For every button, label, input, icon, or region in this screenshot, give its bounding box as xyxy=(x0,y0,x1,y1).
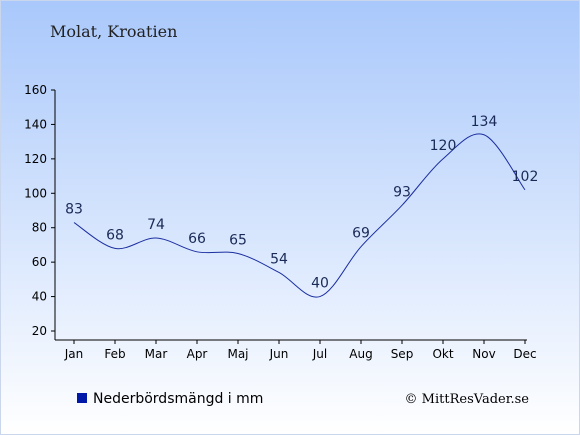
y-tick-label: 120 xyxy=(24,152,47,166)
x-tick-label-jun: Jun xyxy=(269,347,289,361)
data-label-dec: 102 xyxy=(512,169,539,185)
legend: Nederbördsmängd i mm xyxy=(77,391,263,407)
x-tick-label-sep: Sep xyxy=(391,347,414,361)
series-line-layer xyxy=(73,133,526,298)
y-tick-label: 160 xyxy=(24,83,47,97)
x-tick-label-dec: Dec xyxy=(513,347,536,361)
data-label-jun: 54 xyxy=(270,251,288,267)
data-label-feb: 68 xyxy=(106,227,124,243)
data-label-aug: 69 xyxy=(352,226,370,242)
data-label-apr: 66 xyxy=(188,231,206,247)
x-tick-label-aug: Aug xyxy=(349,347,372,361)
legend-label: Nederbördsmängd i mm xyxy=(93,391,263,407)
data-label-jul: 40 xyxy=(311,276,329,292)
y-tick-label: 60 xyxy=(32,255,47,269)
x-tick-label-mar: Mar xyxy=(145,347,168,361)
data-label-nov: 134 xyxy=(471,114,498,130)
data-label-sep: 93 xyxy=(393,184,411,200)
x-tick-label-jul: Jul xyxy=(312,347,327,361)
y-tick-label: 100 xyxy=(24,186,47,200)
y-tick-label: 20 xyxy=(32,324,47,338)
y-tick-label: 80 xyxy=(32,221,47,235)
axes: 20 40 60 80 100 120 140 160 Jan Feb Mar Apr Maj Jun Ju… xyxy=(24,83,537,361)
x-tick-label-nov: Nov xyxy=(472,347,495,361)
x-tick-label-feb: Feb xyxy=(104,347,125,361)
series-line xyxy=(73,133,526,298)
y-tick-label: 40 xyxy=(32,290,47,304)
credit-text: © MittResVader.se xyxy=(405,392,530,407)
data-labels-layer: 83 68 74 66 65 54 40 69 93 120 134 102 xyxy=(65,114,538,292)
x-tick-label-maj: Maj xyxy=(227,347,248,361)
y-tick-label: 140 xyxy=(24,117,47,131)
data-label-maj: 65 xyxy=(229,233,247,249)
x-tick-label-okt: Okt xyxy=(432,347,453,361)
x-tick-label-apr: Apr xyxy=(187,347,208,361)
x-tick-label-jan: Jan xyxy=(64,347,84,361)
legend-marker xyxy=(77,393,87,403)
data-label-mar: 74 xyxy=(147,217,165,233)
data-label-jan: 83 xyxy=(65,202,83,218)
chart-title: Molat, Kroatien xyxy=(50,22,177,41)
data-label-okt: 120 xyxy=(430,138,457,154)
